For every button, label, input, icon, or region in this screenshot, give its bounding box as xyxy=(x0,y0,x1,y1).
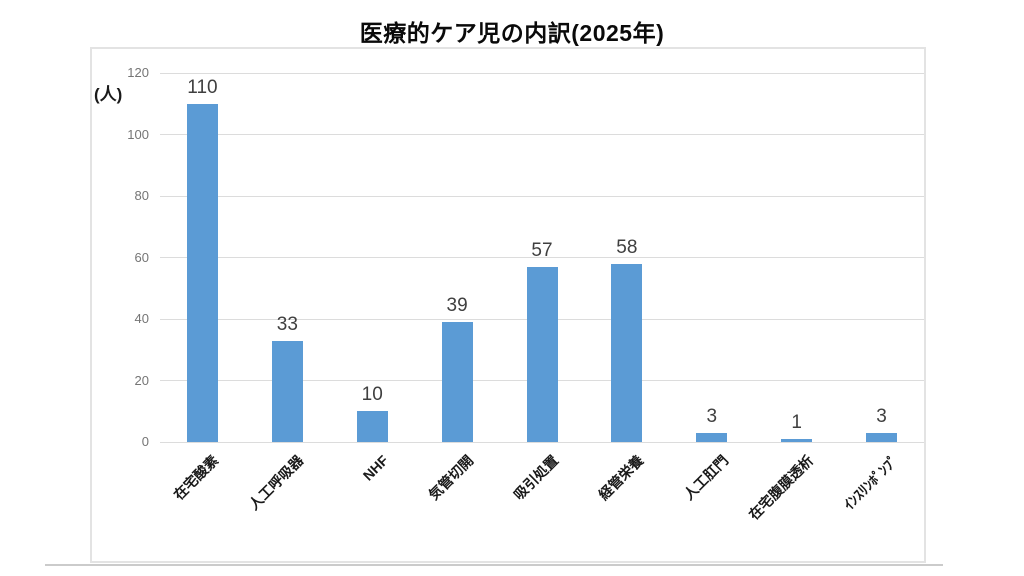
gridline xyxy=(160,72,924,74)
bar xyxy=(441,322,473,442)
bar xyxy=(866,432,898,442)
y-tick-label: 0 xyxy=(141,434,149,449)
y-tick-label: 60 xyxy=(134,249,149,265)
bar-value-label: 3 xyxy=(876,405,887,427)
x-axis-line xyxy=(160,441,924,443)
bar xyxy=(526,266,558,442)
gridline xyxy=(160,195,924,197)
bar-value-label: 39 xyxy=(446,295,468,317)
bar-value-label: 57 xyxy=(531,239,553,261)
bar xyxy=(186,103,218,442)
y-tick-label: 40 xyxy=(134,311,149,326)
bar-value-label: 33 xyxy=(276,313,298,335)
gridline xyxy=(160,257,924,258)
gridline xyxy=(160,134,924,135)
bar-value-label: 1 xyxy=(791,411,802,433)
y-tick-label: 120 xyxy=(127,65,149,80)
bar-value-label: 3 xyxy=(706,405,718,427)
y-axis-unit-label: (人) xyxy=(94,85,123,104)
bar xyxy=(356,411,388,442)
bar xyxy=(611,263,643,442)
bar-value-label: 58 xyxy=(616,236,638,258)
bar-value-label: 110 xyxy=(187,76,218,98)
bar-value-label: 10 xyxy=(361,384,383,406)
chart-title: 医療的ケア児の内訳(2025年) xyxy=(359,20,665,46)
bar xyxy=(271,340,303,442)
y-tick-label: 80 xyxy=(134,188,149,203)
bar xyxy=(781,438,813,442)
chart-plot-frame xyxy=(90,47,926,563)
y-tick-label: 100 xyxy=(127,126,149,142)
y-tick-label: 20 xyxy=(134,372,149,388)
bottom-divider-line xyxy=(45,564,943,566)
bar xyxy=(696,432,728,442)
